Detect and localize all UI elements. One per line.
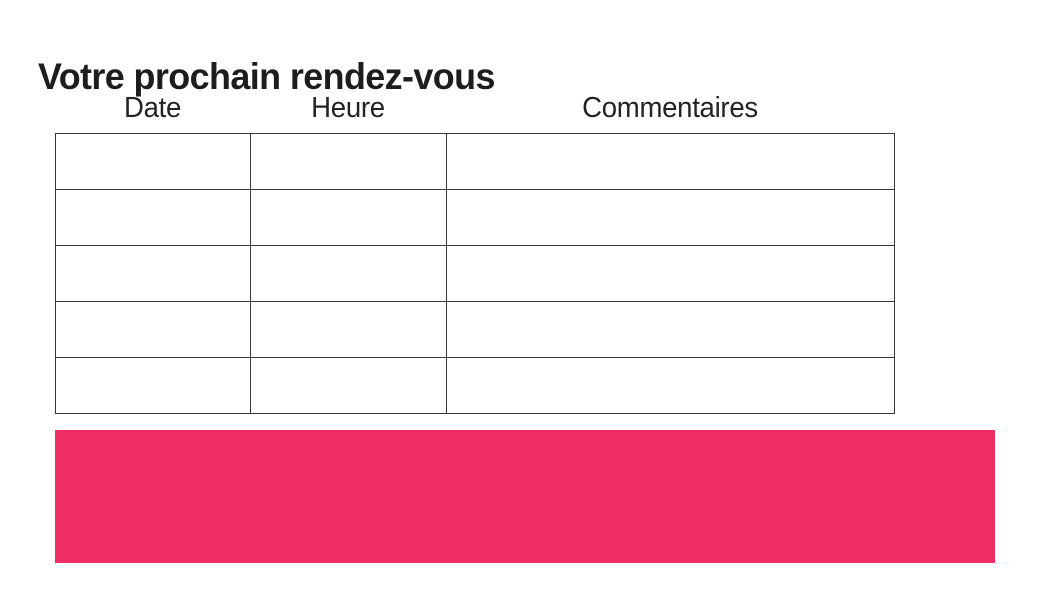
appointments-table: [55, 133, 895, 414]
table-cell: [250, 245, 447, 302]
table-row: [55, 301, 895, 358]
table-row: [55, 189, 895, 246]
table-cell: [446, 357, 895, 414]
table-cell: [55, 245, 251, 302]
pink-banner: [55, 430, 995, 563]
column-header-heure: Heure: [311, 92, 385, 124]
table-row: [55, 357, 895, 414]
table-cell: [55, 301, 251, 358]
table-cell: [250, 357, 447, 414]
table-cell: [250, 189, 447, 246]
column-header-date: Date: [123, 92, 182, 124]
column-header-commentaires: Commentaires: [582, 92, 758, 124]
table-header-row: Date Heure Commentaires: [55, 92, 894, 125]
table-row: [55, 245, 895, 302]
table-cell: [250, 133, 447, 190]
table-cell: [446, 301, 895, 358]
table-cell: [55, 133, 251, 190]
page-title: Votre prochain rendez-vous: [38, 55, 495, 97]
table-cell: [55, 357, 251, 414]
table-row: [55, 133, 895, 190]
table-cell: [446, 245, 895, 302]
table-cell: [55, 189, 251, 246]
table-cell: [250, 301, 447, 358]
table-cell: [446, 189, 895, 246]
table-cell: [446, 133, 895, 190]
appointments-table-body: [55, 133, 895, 414]
